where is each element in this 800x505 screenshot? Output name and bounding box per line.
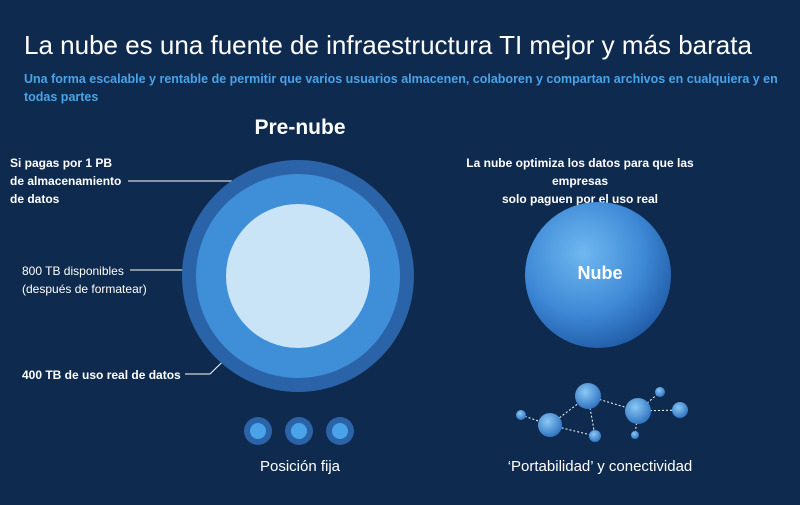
label-800tb-line-1: 800 TB disponibles [22,264,124,278]
label-400tb: 400 TB de uso real de datos [22,368,181,382]
network-icon [516,383,688,442]
fixed-position-icon [244,417,354,445]
pre-cloud-heading: Pre-nube [254,116,346,139]
label-800tb: 800 TB disponibles (después de formatear… [22,262,147,298]
label-1pb-line-2: de almacenamiento [10,174,122,188]
page-title: La nube es una fuente de infraestructura… [24,30,752,60]
cloud-sphere [525,202,671,348]
cloud-description-line-1: La nube optimiza los datos para que las … [466,156,694,188]
portability-caption: ‘Portabilidad’ y conectividad [507,458,693,475]
core-400tb [226,204,370,348]
label-1pb: Si pagas por 1 PB de almacenamiento de d… [10,154,121,208]
cloud-description: La nube optimiza los datos para que las … [440,154,720,208]
cloud-description-line-2: solo paguen por el uso real [501,192,659,206]
fixed-position-caption: Posición fija [259,458,341,475]
page-subtitle: Una forma escalable y rentable de permit… [24,72,778,104]
label-1pb-line-3: de datos [10,192,60,206]
label-800tb-line-2: (después de formatear) [22,282,147,296]
cloud-label: Nube [577,263,623,283]
label-1pb-line-1: Si pagas por 1 PB [10,156,113,170]
